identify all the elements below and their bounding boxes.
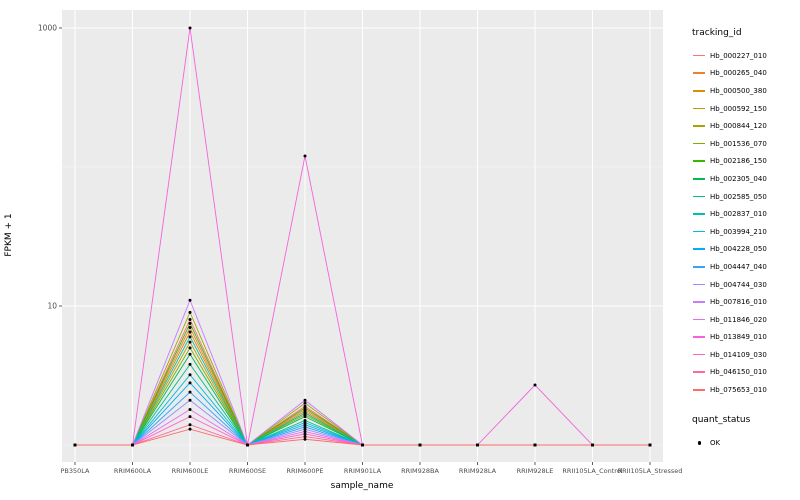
legend-item-label: Hb_002305_040 (710, 174, 767, 183)
line-key-icon (692, 348, 706, 362)
line-key-icon (692, 278, 706, 292)
legend-item-label: Hb_002837_010 (710, 210, 767, 219)
line-key-icon (692, 137, 706, 151)
legend-item: Hb_046150_010 (692, 364, 798, 382)
legend-item-ok: OK (692, 434, 798, 452)
line-key-icon (692, 313, 706, 327)
legend-item-label: Hb_000592_150 (710, 104, 767, 113)
legend-item-label: Hb_000844_120 (710, 122, 767, 131)
svg-text:RRIM600LA: RRIM600LA (114, 467, 152, 475)
legend-quant-status: quant_status OK (692, 415, 798, 452)
legend-item-label: Hb_004228_050 (710, 245, 767, 254)
line-key-icon (692, 260, 706, 274)
line-key-icon (692, 242, 706, 256)
legend-item: Hb_004228_050 (692, 241, 798, 259)
ok-point-key (692, 436, 706, 450)
legend-item: Hb_000500_380 (692, 82, 798, 100)
legend-item: Hb_013849_010 (692, 329, 798, 347)
svg-text:10: 10 (47, 302, 57, 311)
legend-item: Hb_014109_030 (692, 346, 798, 364)
svg-text:RRIM901LA: RRIM901LA (344, 467, 382, 475)
svg-text:RRIM600LE: RRIM600LE (172, 467, 209, 475)
legend-item-label: Hb_046150_010 (710, 368, 767, 377)
legend-item: Hb_004744_030 (692, 276, 798, 294)
legend-item-label: Hb_004447_040 (710, 262, 767, 271)
legend-item-label: Hb_000265_040 (710, 69, 767, 78)
legend-item-label: Hb_002585_050 (710, 192, 767, 201)
legend-item: Hb_001536_070 (692, 135, 798, 153)
legend-item-label: Hb_000227_010 (710, 51, 767, 60)
legend-item: Hb_000592_150 (692, 100, 798, 118)
legend-item: Hb_011846_020 (692, 311, 798, 329)
svg-text:RRIM928LE: RRIM928LE (517, 467, 554, 475)
svg-text:RRIM928BA: RRIM928BA (401, 467, 439, 475)
legend-item-label: Hb_001536_070 (710, 139, 767, 148)
svg-text:RRII105LA_Stressed: RRII105LA_Stressed (618, 467, 683, 475)
legend-item-label: Hb_002186_150 (710, 157, 767, 166)
legend-item: Hb_000265_040 (692, 65, 798, 83)
svg-text:RRIM600SE: RRIM600SE (229, 467, 266, 475)
legend: tracking_id Hb_000227_010 Hb_000265_040 Hb… (692, 28, 798, 451)
legend-item-label: Hb_014109_030 (710, 350, 767, 359)
line-key-icon (692, 330, 706, 344)
line-key-icon (692, 383, 706, 397)
legend-item-label: Hb_004744_030 (710, 280, 767, 289)
legend-item-label: Hb_011846_020 (710, 315, 767, 324)
line-key-icon (692, 190, 706, 204)
legend-item-label: Hb_003994_210 (710, 227, 767, 236)
line-key-icon (692, 119, 706, 133)
svg-text:RRII105LA_Control: RRII105LA_Control (562, 467, 622, 475)
line-key-icon (692, 49, 706, 63)
black-dot-icon (697, 441, 701, 445)
legend-item: Hb_000227_010 (692, 47, 798, 65)
line-key-icon (692, 84, 706, 98)
line-key-icon (692, 154, 706, 168)
svg-text:RRIM928LA: RRIM928LA (459, 467, 497, 475)
svg-text:PB350LA: PB350LA (60, 467, 90, 475)
legend-item-label: Hb_013849_010 (710, 333, 767, 342)
legend-item-label: Hb_000500_380 (710, 86, 767, 95)
legend-item-label: OK (710, 438, 721, 447)
line-key-icon (692, 207, 706, 221)
line-key-icon (692, 172, 706, 186)
legend-title-quant-status: quant_status (692, 414, 751, 425)
legend-item: Hb_075653_010 (692, 381, 798, 399)
legend-item: Hb_002305_040 (692, 170, 798, 188)
legend-entries: Hb_000227_010 Hb_000265_040 Hb_000500_380 H… (692, 47, 798, 399)
legend-item: Hb_007816_010 (692, 293, 798, 311)
legend-item-label: Hb_075653_010 (710, 386, 767, 395)
legend-item: Hb_003994_210 (692, 223, 798, 241)
x-axis-title: sample_name (330, 481, 394, 491)
legend-item: Hb_004447_040 (692, 258, 798, 276)
legend-item-label: Hb_007816_010 (710, 298, 767, 307)
line-key-icon (692, 295, 706, 309)
legend-title-tracking-id: tracking_id (692, 28, 742, 38)
line-key-icon (692, 225, 706, 239)
svg-text:RRIM600PE: RRIM600PE (287, 467, 324, 475)
line-key-icon (692, 66, 706, 80)
y-axis-title: FPKM + 1 (4, 213, 14, 257)
legend-item: Hb_000844_120 (692, 117, 798, 135)
line-key-icon (692, 365, 706, 379)
legend-item: Hb_002186_150 (692, 153, 798, 171)
legend-item: Hb_002837_010 (692, 205, 798, 223)
svg-text:1000: 1000 (38, 24, 57, 33)
legend-item: Hb_002585_050 (692, 188, 798, 206)
line-key-icon (692, 102, 706, 116)
